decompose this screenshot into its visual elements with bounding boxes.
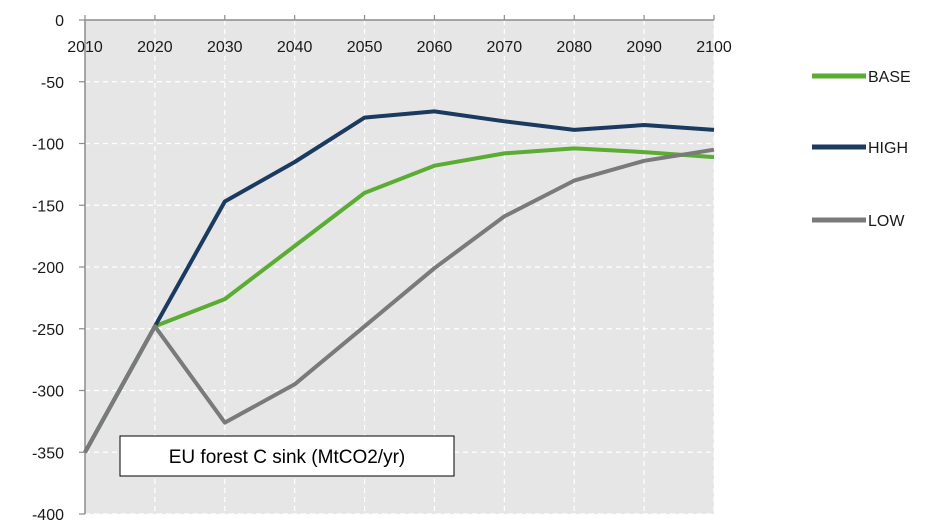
gridlines xyxy=(85,20,715,515)
axes: 2010 2020 2030 2040 2050 2060 2070 2080 2090 2100… xyxy=(32,13,732,523)
series-line-low xyxy=(83,147,715,454)
y-tick-label: -350 xyxy=(32,445,64,462)
x-tick-label: 2050 xyxy=(347,39,383,56)
y-tick-label: -200 xyxy=(32,260,64,277)
legend-label-low: LOW xyxy=(868,213,905,230)
legend: BASE HIGH LOW xyxy=(812,69,911,230)
y-tick-label: -250 xyxy=(32,322,64,339)
x-tick-label: 2010 xyxy=(67,39,103,56)
annotation-box: EU forest C sink (MtCO2/yr) xyxy=(119,435,455,477)
series-line-high xyxy=(83,109,715,454)
x-tick-label: 2040 xyxy=(277,39,313,56)
legend-label-high: HIGH xyxy=(868,140,908,157)
y-tick-label: 0 xyxy=(55,13,64,30)
y-tick-label: -150 xyxy=(32,198,64,215)
y-tick-label: -300 xyxy=(32,384,64,401)
x-tick-label: 2020 xyxy=(137,39,173,56)
y-tick-label: -100 xyxy=(32,137,64,154)
annotation-frame xyxy=(119,435,455,477)
x-tick-label: 2100 xyxy=(696,39,732,56)
x-tick-label: 2030 xyxy=(207,39,243,56)
x-tick-label: 2080 xyxy=(556,39,592,56)
annotation-label: EU forest C sink (MtCO2/yr) xyxy=(169,447,405,468)
series-lines xyxy=(83,109,715,454)
y-tick-label: -400 xyxy=(32,507,64,523)
x-tick-label: 2060 xyxy=(417,39,453,56)
series-line-base xyxy=(83,146,715,454)
x-tick-label: 2090 xyxy=(626,39,662,56)
legend-label-base: BASE xyxy=(868,69,911,86)
y-tick-label: -50 xyxy=(41,75,64,92)
x-tick-label: 2070 xyxy=(487,39,523,56)
